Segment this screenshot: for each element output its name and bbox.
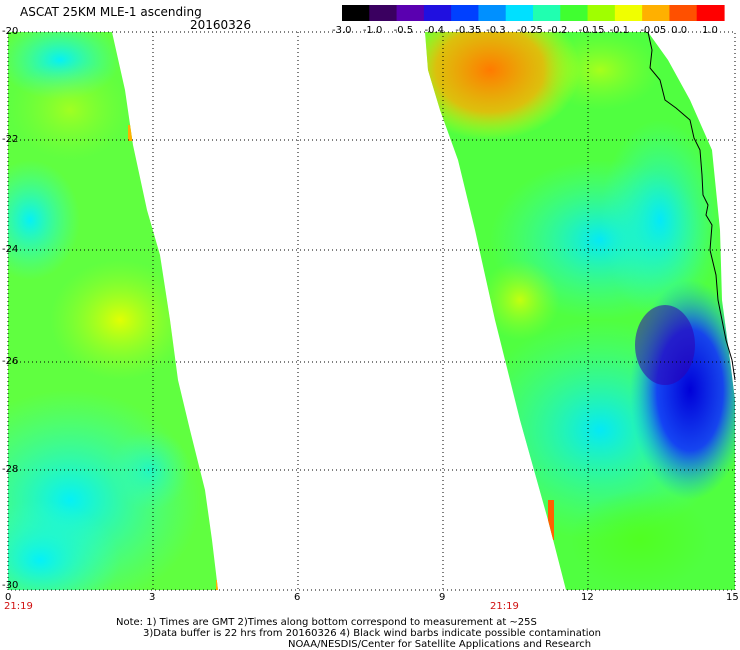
colorbar-tick-label: -0.05 [640, 25, 667, 36]
note-line-3: NOAA/NESDIS/Center for Satellite Applica… [288, 639, 592, 650]
y-tick-label: -28 [2, 464, 19, 475]
colorbar-swatch [478, 5, 507, 21]
x-tick-label: 15 [726, 592, 739, 603]
time-label-right: 21:19 [490, 601, 519, 612]
colorbar-tick-label: -0.2 [547, 25, 568, 36]
time-label-left: 21:19 [4, 601, 33, 612]
colorbar-tick-label: 0.0 [671, 25, 688, 36]
colorbar-tick-label: -1.0 [362, 25, 383, 36]
note-line-2: 3)Data buffer is 22 hrs from 20160326 4)… [143, 628, 601, 639]
colorbar-swatch [396, 5, 425, 21]
colorbar-swatch [614, 5, 643, 21]
map-grid [8, 32, 735, 590]
y-tick-label: -22 [2, 134, 19, 145]
x-tick-label: 9 [439, 592, 446, 603]
colorbar-tick-label: -3.0 [332, 25, 352, 36]
colorbar-swatch [669, 5, 698, 21]
colorbar-tick-label: -0.25 [517, 25, 543, 36]
x-tick-label: 0 [5, 592, 12, 603]
x-tick-label: 6 [294, 592, 301, 603]
y-tick-label: -24 [2, 244, 19, 255]
left-swath [8, 32, 218, 590]
colorbar-tick-label: -0.4 [424, 25, 445, 36]
colorbar-swatch [369, 5, 398, 21]
colorbar-tick-label: -0.3 [486, 25, 506, 36]
x-tick-label: 3 [149, 592, 156, 603]
colorbar-tick-label: -0.5 [393, 25, 414, 36]
colorbar-swatch [533, 5, 561, 21]
x-tick-label: 12 [581, 592, 594, 603]
note-line-1: Note: 1) Times are GMT 2)Times along bot… [116, 617, 537, 628]
map-frame [7, 31, 736, 591]
colorbar-swatches [342, 5, 725, 21]
colorbar-swatch [423, 5, 452, 21]
colorbar-swatch [342, 5, 370, 21]
colorbar-tick-label: -0.35 [455, 25, 482, 36]
colorbar [342, 5, 725, 21]
colorbar-swatch [587, 5, 616, 21]
right-swath [425, 32, 735, 590]
y-tick-label: -30 [2, 580, 19, 591]
colorbar-tick-label: -0.1 [609, 25, 630, 36]
colorbar-swatch [560, 5, 589, 21]
y-tick-label: -26 [2, 356, 19, 367]
colorbar-tick-label: 1.0 [702, 25, 718, 36]
colorbar-swatch [451, 5, 480, 21]
colorbar-tick-label: -0.15 [578, 25, 605, 36]
coastline [647, 31, 736, 381]
map-date: 20160326 [190, 18, 252, 32]
colorbar-swatch [696, 5, 725, 21]
y-tick-label: -20 [2, 26, 19, 37]
colorbar-swatch [642, 5, 671, 21]
colorbar-swatch [505, 5, 534, 21]
map-title: ASCAT 25KM MLE-1 ascending [20, 5, 202, 19]
